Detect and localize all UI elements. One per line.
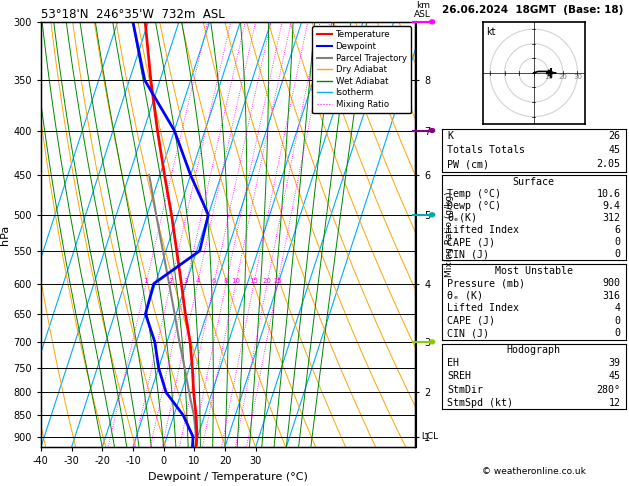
Text: 15: 15 [250, 278, 259, 284]
Text: 0: 0 [615, 329, 620, 338]
Text: Mixing Ratio (g/kg): Mixing Ratio (g/kg) [445, 191, 454, 278]
Text: 12: 12 [608, 398, 620, 408]
Text: Surface: Surface [513, 176, 555, 187]
Text: θₑ(K): θₑ(K) [447, 213, 477, 223]
Text: 2: 2 [169, 278, 173, 284]
X-axis label: Dewpoint / Temperature (°C): Dewpoint / Temperature (°C) [148, 472, 308, 482]
Text: 9.4: 9.4 [603, 201, 620, 211]
Text: 4: 4 [615, 303, 620, 313]
Text: 4: 4 [195, 278, 199, 284]
Text: 0: 0 [615, 249, 620, 260]
Text: 25: 25 [273, 278, 282, 284]
Text: LCL: LCL [419, 432, 438, 441]
Text: 39: 39 [608, 358, 620, 368]
Text: θₑ (K): θₑ (K) [447, 291, 483, 301]
Text: SREH: SREH [447, 371, 471, 382]
Text: 6: 6 [615, 225, 620, 235]
Text: Most Unstable: Most Unstable [494, 266, 573, 276]
Text: 8: 8 [224, 278, 228, 284]
Text: CAPE (J): CAPE (J) [447, 237, 495, 247]
Text: 45: 45 [608, 371, 620, 382]
Text: Dewp (°C): Dewp (°C) [447, 201, 501, 211]
Text: Totals Totals: Totals Totals [447, 145, 525, 155]
Text: EH: EH [447, 358, 459, 368]
Text: 6: 6 [212, 278, 216, 284]
Text: 316: 316 [603, 291, 620, 301]
Text: 3: 3 [184, 278, 189, 284]
Text: 20: 20 [559, 74, 567, 80]
Text: Pressure (mb): Pressure (mb) [447, 278, 525, 288]
Text: kt: kt [486, 27, 495, 37]
Text: 312: 312 [603, 213, 620, 223]
Text: 45: 45 [608, 145, 620, 155]
Text: © weatheronline.co.uk: © weatheronline.co.uk [482, 467, 586, 476]
Text: 280°: 280° [596, 384, 620, 395]
Text: StmDir: StmDir [447, 384, 483, 395]
Text: 2.05: 2.05 [596, 159, 620, 170]
Text: Lifted Index: Lifted Index [447, 303, 519, 313]
Text: 53°18'N  246°35'W  732m  ASL: 53°18'N 246°35'W 732m ASL [41, 8, 225, 21]
Text: 30: 30 [573, 74, 582, 80]
Text: 20: 20 [263, 278, 272, 284]
Text: CIN (J): CIN (J) [447, 329, 489, 338]
Text: 26: 26 [608, 131, 620, 141]
Text: 10: 10 [231, 278, 240, 284]
Text: Hodograph: Hodograph [507, 345, 560, 355]
Text: 10.6: 10.6 [596, 189, 620, 199]
Text: 10: 10 [544, 74, 553, 80]
Text: 26.06.2024  18GMT  (Base: 18): 26.06.2024 18GMT (Base: 18) [442, 5, 623, 15]
Text: K: K [447, 131, 453, 141]
Y-axis label: hPa: hPa [1, 225, 11, 244]
Text: 0: 0 [615, 316, 620, 326]
Text: Lifted Index: Lifted Index [447, 225, 519, 235]
Text: km
ASL: km ASL [415, 1, 431, 19]
Text: PW (cm): PW (cm) [447, 159, 489, 170]
Text: CAPE (J): CAPE (J) [447, 316, 495, 326]
Text: StmSpd (kt): StmSpd (kt) [447, 398, 513, 408]
Text: 1: 1 [143, 278, 148, 284]
Text: 0: 0 [615, 237, 620, 247]
Text: Temp (°C): Temp (°C) [447, 189, 501, 199]
Legend: Temperature, Dewpoint, Parcel Trajectory, Dry Adiabat, Wet Adiabat, Isotherm, Mi: Temperature, Dewpoint, Parcel Trajectory… [312, 26, 411, 113]
Text: CIN (J): CIN (J) [447, 249, 489, 260]
Text: 900: 900 [603, 278, 620, 288]
